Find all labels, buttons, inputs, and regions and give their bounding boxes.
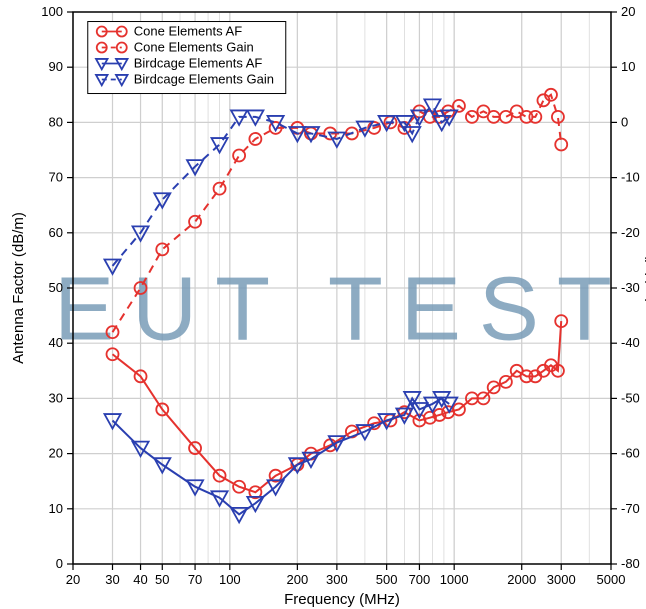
svg-text:200: 200: [287, 572, 309, 587]
svg-text:Cone Elements AF: Cone Elements AF: [134, 24, 242, 39]
svg-text:2000: 2000: [507, 572, 536, 587]
svg-text:-20: -20: [621, 225, 640, 240]
svg-text:1000: 1000: [440, 572, 469, 587]
svg-text:40: 40: [49, 335, 63, 350]
svg-text:100: 100: [41, 4, 63, 19]
svg-text:-70: -70: [621, 501, 640, 516]
svg-text:Birdcage Elements Gain: Birdcage Elements Gain: [134, 72, 274, 87]
svg-text:20: 20: [49, 446, 63, 461]
svg-text:700: 700: [409, 572, 431, 587]
svg-text:100: 100: [219, 572, 241, 587]
svg-text:Frequency (MHz): Frequency (MHz): [284, 591, 400, 608]
svg-text:90: 90: [49, 59, 63, 74]
svg-text:-50: -50: [621, 390, 640, 405]
svg-text:500: 500: [376, 572, 398, 587]
svg-text:EUT TEST: EUT TEST: [54, 259, 630, 359]
svg-text:Birdcage Elements AF: Birdcage Elements AF: [134, 56, 263, 71]
svg-text:300: 300: [326, 572, 348, 587]
svg-text:60: 60: [49, 225, 63, 240]
svg-text:20: 20: [66, 572, 80, 587]
svg-text:30: 30: [105, 572, 119, 587]
svg-text:30: 30: [49, 390, 63, 405]
svg-text:10: 10: [49, 501, 63, 516]
svg-text:-80: -80: [621, 556, 640, 571]
svg-text:0: 0: [621, 114, 628, 129]
chart-container: EUT TEST20304050701002003005007001000200…: [0, 0, 646, 609]
svg-text:5000: 5000: [597, 572, 626, 587]
svg-text:-30: -30: [621, 280, 640, 295]
svg-text:80: 80: [49, 114, 63, 129]
svg-text:-10: -10: [621, 170, 640, 185]
antenna-chart: EUT TEST20304050701002003005007001000200…: [0, 0, 646, 609]
svg-text:50: 50: [155, 572, 169, 587]
svg-text:-60: -60: [621, 446, 640, 461]
svg-text:40: 40: [133, 572, 147, 587]
svg-text:70: 70: [49, 170, 63, 185]
svg-text:Cone Elements Gain: Cone Elements Gain: [134, 40, 254, 55]
svg-text:10: 10: [621, 59, 635, 74]
svg-text:20: 20: [621, 4, 635, 19]
svg-text:-40: -40: [621, 335, 640, 350]
svg-text:3000: 3000: [547, 572, 576, 587]
svg-text:Antenna Factor (dB/m): Antenna Factor (dB/m): [10, 212, 27, 364]
svg-text:70: 70: [188, 572, 202, 587]
svg-text:0: 0: [56, 556, 63, 571]
svg-text:50: 50: [49, 280, 63, 295]
